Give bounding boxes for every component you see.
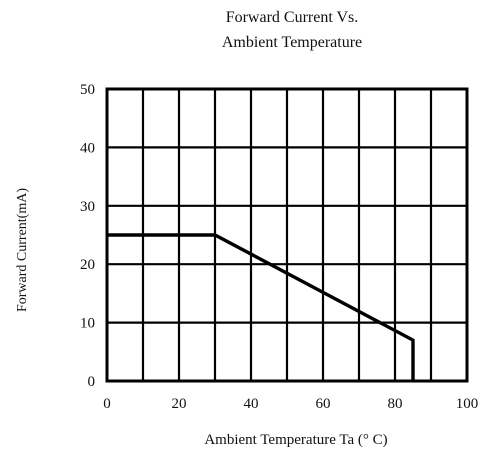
x-tick-label-60: 60 <box>316 396 331 412</box>
x-tick-label-20: 20 <box>172 396 187 412</box>
x-tick-label-80: 80 <box>388 396 403 412</box>
y-tick-label-20: 20 <box>80 257 95 273</box>
y-tick-label-50: 50 <box>80 82 95 98</box>
chart-series <box>107 235 413 381</box>
chart-title-line-2: Ambient Temperature <box>222 34 362 51</box>
series-line-0 <box>107 235 413 381</box>
y-tick-label-0: 0 <box>88 374 96 390</box>
x-axis-tick-labels: 0 20 40 60 80 100 <box>103 396 478 412</box>
chart-title-group: Forward Current Vs. Ambient Temperature <box>222 9 362 51</box>
x-axis-label: Ambient Temperature Ta (° C) <box>204 432 387 448</box>
y-tick-label-40: 40 <box>80 140 95 156</box>
y-axis-label: Forward Current(mA) <box>15 188 30 312</box>
y-tick-label-30: 30 <box>80 199 95 215</box>
chart-title-line-1: Forward Current Vs. <box>226 9 359 26</box>
x-tick-label-0: 0 <box>103 396 111 412</box>
x-tick-label-40: 40 <box>244 396 259 412</box>
x-tick-label-100: 100 <box>456 396 479 412</box>
y-axis-tick-labels: 0 10 20 30 40 50 <box>80 82 95 390</box>
y-tick-label-10: 10 <box>80 316 95 332</box>
